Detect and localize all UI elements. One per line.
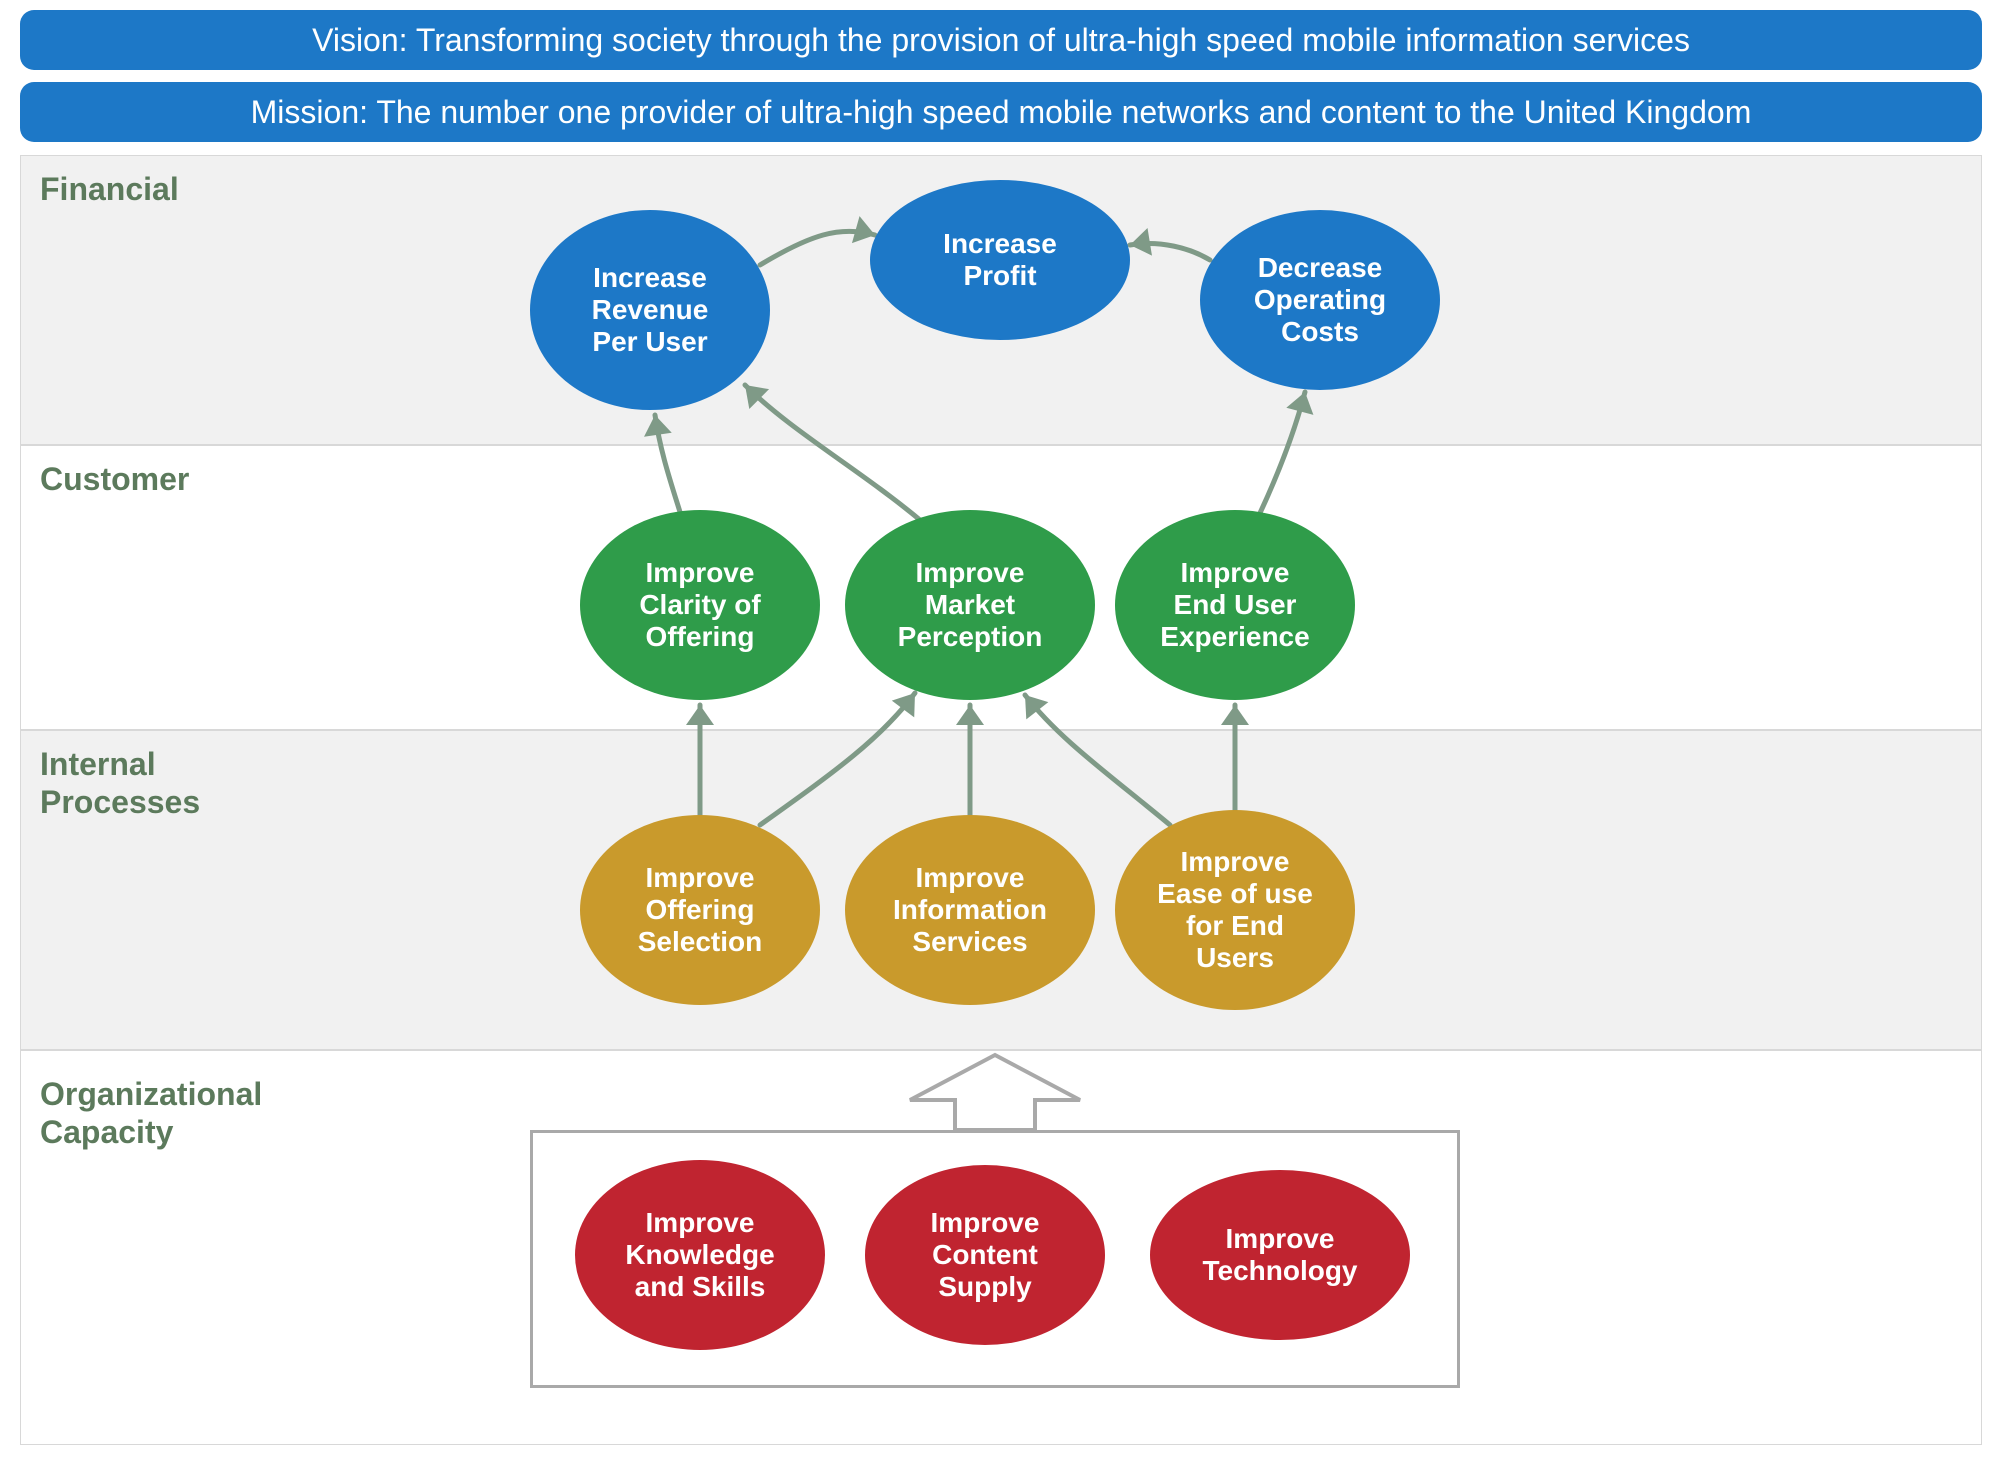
n-ease: ImproveEase of usefor EndUsers: [1115, 810, 1355, 1010]
n-clarity: ImproveClarity ofOffering: [580, 510, 820, 700]
lbl-financial: Financial: [40, 170, 179, 208]
n-market: ImproveMarketPerception: [845, 510, 1095, 700]
lbl-internal: InternalProcesses: [40, 745, 200, 822]
strategy-map-canvas: Vision: Transforming society through the…: [0, 0, 2002, 1460]
n-offering: ImproveOfferingSelection: [580, 815, 820, 1005]
n-profit: IncreaseProfit: [870, 180, 1130, 340]
header-vision: Vision: Transforming society through the…: [20, 10, 1982, 70]
n-content: ImproveContentSupply: [865, 1165, 1105, 1345]
n-cost: DecreaseOperatingCosts: [1200, 210, 1440, 390]
n-know: ImproveKnowledgeand Skills: [575, 1160, 825, 1350]
n-tech: ImproveTechnology: [1150, 1170, 1410, 1340]
lbl-orgcap: OrganizationalCapacity: [40, 1075, 262, 1152]
lbl-customer: Customer: [40, 460, 189, 498]
n-revenue: IncreaseRevenuePer User: [530, 210, 770, 410]
n-info: ImproveInformationServices: [845, 815, 1095, 1005]
n-enduser: ImproveEnd UserExperience: [1115, 510, 1355, 700]
header-mission: Mission: The number one provider of ultr…: [20, 82, 1982, 142]
